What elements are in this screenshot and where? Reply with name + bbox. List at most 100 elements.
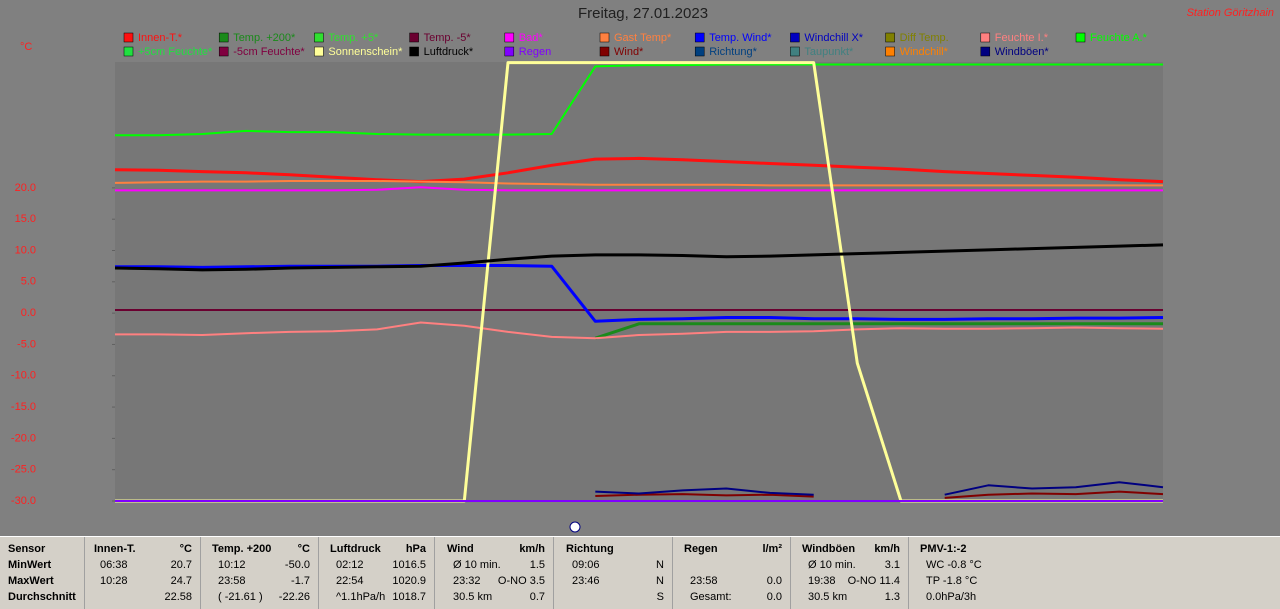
series-line — [115, 186, 1163, 192]
chart-title: Freitag, 27.01.2023 — [578, 5, 708, 22]
series-line — [115, 264, 1164, 323]
y-tick-label: -5.0 — [17, 338, 36, 350]
panel-cell: MinWert — [8, 559, 52, 571]
legend-label: Temp. +5* — [328, 32, 379, 44]
legend-label: Richtung* — [709, 46, 757, 58]
panel-title: Regen — [684, 543, 718, 555]
legend-swatch — [409, 32, 419, 43]
legend-label: Windchill* — [900, 46, 949, 58]
panel-title: Luftdruck — [330, 543, 381, 555]
panel-cell: 20.7 — [170, 559, 192, 571]
panel-cell: 06:38 — [100, 559, 128, 571]
panel-cell: N — [656, 575, 664, 587]
panel-cell: 23:58 — [218, 575, 246, 587]
y-tick-label: 15.0 — [15, 213, 36, 225]
chart: Freitag, 27.01.2023 Station Göritzhain °… — [11, 5, 1274, 533]
legend-label: Windböen* — [995, 46, 1050, 58]
panel-cell: -50.0 — [284, 559, 310, 571]
panel-cell: 1018.7 — [392, 591, 426, 603]
panel-cell: N — [656, 559, 664, 571]
panel-cell: 19:38 — [808, 575, 836, 587]
legend-swatch — [980, 46, 991, 57]
panel-title: Sensor — [8, 543, 46, 555]
panel-unit: km/h — [874, 543, 900, 555]
legend-swatch — [694, 46, 705, 57]
legend-swatch — [123, 32, 134, 43]
panel-cell: O-NO 11.4 — [847, 575, 900, 587]
panel-cell: MaxWert — [8, 575, 54, 587]
panel-block: Windböen km/h Ø 10 min. 3.1 19:38 O-NO 11.4 30… — [798, 537, 909, 609]
panel-block: PMV-1:-2 WC -0.8 °C TP -1.8 °C 0.0hPa/3h — [916, 537, 1036, 609]
y-tick-label: -25.0 — [11, 464, 36, 476]
panel-title: PMV-1:-2 — [920, 543, 967, 555]
panel-cell: 24.7 — [170, 575, 192, 587]
legend-swatch — [980, 32, 991, 43]
legend-swatch — [123, 46, 134, 57]
y-tick-label: 20.0 — [15, 182, 36, 194]
panel-block: Innen-T. °C 06:38 20.7 10:28 24.7 22.58 — [90, 537, 201, 609]
legend-swatch — [790, 46, 800, 57]
legend-label: Innen-T.* — [138, 32, 183, 44]
panel-title: Windböen — [802, 543, 856, 555]
legend-label: Luftdruck* — [424, 46, 474, 58]
legend-label: Sonnenschein* — [328, 46, 403, 58]
station-name: Station Göritzhain — [1187, 7, 1274, 19]
panel-cell: TP -1.8 °C — [926, 575, 978, 587]
panel-cell: O-NO 3.5 — [497, 575, 545, 587]
panel-cell: 23:58 — [690, 575, 718, 587]
series-line — [115, 63, 1163, 137]
legend-label: Temp. Wind* — [709, 32, 772, 44]
legend-swatch — [1075, 32, 1086, 43]
legend-swatch — [885, 46, 895, 57]
panel-title: Wind — [447, 543, 474, 555]
legend-label: Bad* — [519, 32, 544, 44]
panel-unit: hPa — [405, 543, 426, 555]
plot-area — [115, 62, 1163, 501]
panel-cell: 3.1 — [884, 559, 900, 571]
panel-cell: 10:12 — [218, 559, 246, 571]
legend-swatch — [790, 32, 800, 43]
panel-cell: 23:32 — [453, 575, 481, 587]
panel-cell: Ø 10 min. — [453, 559, 501, 571]
panel-block: Temp. +200 °C 10:12 -50.0 23:58 -1.7 ( -21.61 … — [208, 537, 319, 609]
legend-label: Taupunkt* — [804, 46, 854, 58]
legend-label: Windchill X* — [804, 32, 863, 44]
panel-cell: 23:46 — [572, 575, 600, 587]
panel-unit: l/m² — [762, 543, 782, 555]
y-tick-label: -30.0 — [11, 495, 36, 507]
legend-swatch — [599, 46, 610, 57]
panel-unit: °C — [179, 543, 192, 555]
legend-label: Diff Temp. — [900, 32, 949, 44]
series-line — [115, 321, 1164, 340]
panel-title: Temp. +200 — [212, 543, 272, 555]
panel-cell: ^1.1hPa/h — [336, 591, 386, 603]
panel-cell: 22.58 — [164, 591, 192, 603]
legend-swatch — [409, 46, 419, 57]
panel-block: Sensor MinWert MaxWert Durchschnitt — [4, 537, 85, 609]
panel-cell: 1.3 — [884, 591, 900, 603]
legend-label: Feuchte A.* — [1090, 32, 1148, 44]
legend-swatch — [504, 46, 515, 57]
series-line — [114, 243, 1164, 272]
series-line — [114, 156, 1164, 184]
panel-cell: Ø 10 min. — [808, 559, 856, 571]
panel-cell: 09:06 — [572, 559, 600, 571]
panel-cell: 10:28 — [100, 575, 128, 587]
y-tick-label: -10.0 — [11, 370, 36, 382]
legend-swatch — [694, 32, 705, 43]
summary-panel: Sensor MinWert MaxWert Durchschnitt Innen-T.… — [0, 536, 1280, 609]
legend-label: Temp. -5* — [424, 32, 472, 44]
panel-cell: 0.0 — [766, 591, 782, 603]
legend-swatch — [218, 32, 229, 43]
legend-label: Wind* — [614, 46, 644, 58]
y-tick-label: -15.0 — [11, 401, 36, 413]
legend-label: -5cm Feuchte* — [233, 46, 305, 58]
legend-swatch — [885, 32, 895, 43]
legend-swatch — [504, 32, 515, 43]
panel-block: Regen l/m² 23:58 0.0 Gesamt: 0.0 — [680, 537, 791, 609]
legend-swatch — [599, 32, 610, 43]
legend-label: Gast Temp* — [614, 32, 672, 44]
panel-cell: WC -0.8 °C — [926, 559, 982, 571]
y-tick-label: 5.0 — [21, 276, 36, 288]
